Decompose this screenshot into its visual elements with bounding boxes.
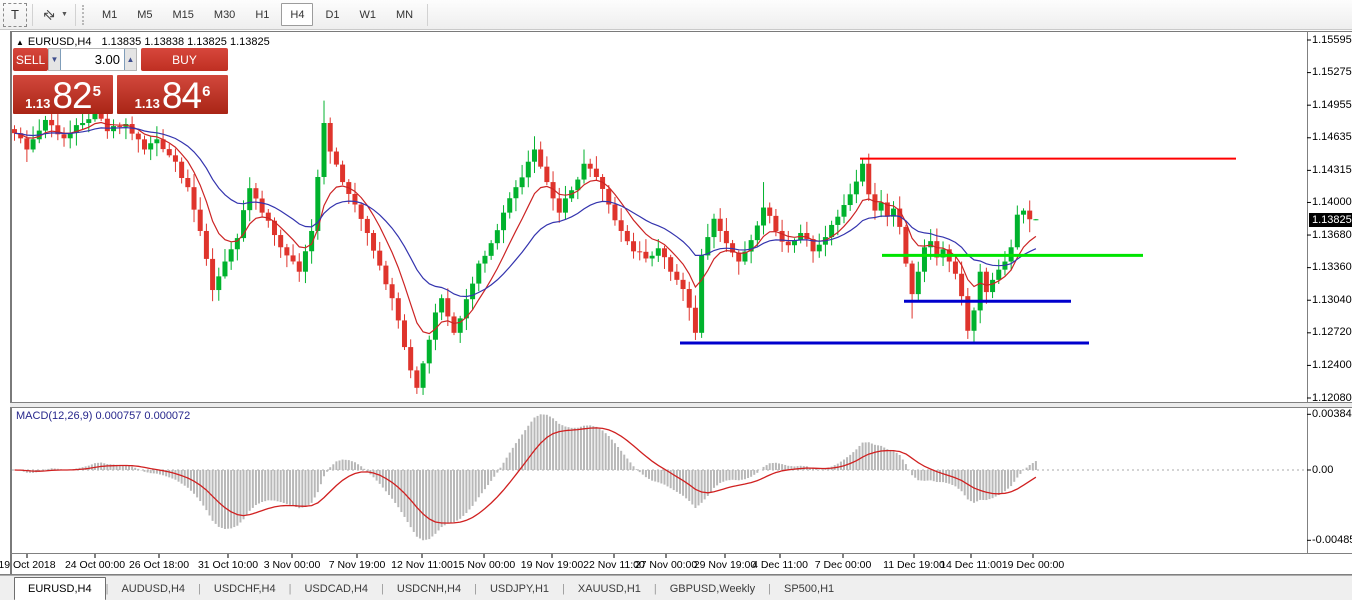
chart-tab-eurusd-h4[interactable]: EURUSD,H4 [14, 577, 106, 600]
time-tick-label: 15 Nov 00:00 [452, 559, 516, 571]
time-tick-label: 22 Nov 11:00 [583, 559, 645, 571]
tab-separator: | [381, 582, 384, 595]
toolbar-dropdown-caret-icon[interactable]: ▼ [61, 11, 68, 18]
toolbar-separator [427, 3, 429, 26]
macd-tick-label: 0.00 [1312, 463, 1334, 476]
chart-tab-bar: EURUSD,H4 | AUDUSD,H4 | USDCHF,H4 | USDCAD,H4 |… [0, 575, 1352, 600]
time-tick-label: 7 Dec 00:00 [814, 559, 872, 571]
price-tick-label: 1.15275 [1312, 66, 1352, 79]
bid-price-prefix: 1.13 [25, 96, 51, 111]
time-tick-label: 12 Nov 11:00 [391, 559, 453, 571]
price-tick-label: 1.13040 [1312, 293, 1352, 306]
tab-separator: | [768, 582, 771, 595]
timeframe-button-d1[interactable]: D1 [325, 8, 340, 21]
timeframe-button-mn[interactable]: MN [396, 8, 414, 21]
price-tick-label: 1.15595 [1312, 33, 1352, 46]
buy-button[interactable]: BUY [141, 48, 228, 71]
volume-input[interactable] [60, 49, 125, 70]
time-tick-label: 19 Dec 00:00 [1001, 559, 1065, 571]
sell-button[interactable]: SELL [13, 48, 48, 71]
tab-separator: | [105, 582, 109, 595]
price-tick-label: 1.13680 [1312, 228, 1352, 241]
chart-frame-lines [0, 31, 1352, 575]
chart-tab-usdcnh-h4[interactable]: USDCNH,H4 [396, 582, 462, 595]
time-tick-label: 24 Oct 00:00 [64, 559, 126, 571]
chart-title-symbol: EURUSD,H4 [27, 36, 92, 48]
volume-decrease-button[interactable]: ▼ [49, 49, 60, 70]
time-tick-label: 19 Oct 2018 [0, 559, 56, 571]
bid-price-pipette: 5 [92, 83, 101, 100]
time-tick-label: 3 Nov 00:00 [263, 559, 321, 571]
volume-spinner: ▼ ▲ [48, 48, 137, 71]
ask-price-big-digits: 84 [161, 75, 202, 116]
chart-tab-usdchf-h4[interactable]: USDCHF,H4 [213, 582, 276, 595]
timeframe-button-m15[interactable]: M15 [172, 8, 194, 21]
collapse-triangle-icon[interactable]: ▲ [16, 38, 24, 47]
top-toolbar: T ⇄ ▼ M1 M5 M15 M30 H1 H4 D1 W1 MN [0, 0, 1352, 30]
macd-tick-label: 0.003847 [1312, 407, 1352, 420]
price-tick-label: 1.14000 [1312, 195, 1352, 208]
macd-histogram [16, 414, 1037, 541]
bid-price-display[interactable]: 1.13 82 5 [13, 75, 113, 114]
chart-tab-xauusd-h1[interactable]: XAUUSD,H1 [577, 582, 641, 595]
time-tick-label: 27 Nov 00:00 [634, 559, 698, 571]
chart-tab-gbpusd-weekly[interactable]: GBPUSD,Weekly [669, 582, 756, 595]
bid-price-big-digits: 82 [52, 75, 92, 116]
toolbar-grip-handle[interactable] [81, 4, 87, 25]
time-tick-label: 29 Nov 19:00 [693, 559, 757, 571]
chart-tab-sp500-h1[interactable]: SP500,H1 [783, 582, 835, 595]
tab-separator: | [562, 582, 565, 595]
macd-tick-label: -0.004856 [1312, 533, 1352, 546]
chart-title-ohlc: 1.13835 1.13838 1.13825 1.13825 [101, 36, 270, 48]
time-tick-label: 26 Oct 18:00 [128, 559, 190, 571]
price-tick-label: 1.12080 [1312, 391, 1352, 404]
volume-increase-button[interactable]: ▲ [125, 49, 136, 70]
tab-separator: | [474, 582, 477, 595]
time-tick-label: 7 Nov 19:00 [328, 559, 386, 571]
ask-price-prefix: 1.13 [134, 96, 160, 111]
time-tick-label: 11 Dec 19:00 [883, 559, 945, 571]
timeframe-button-h1[interactable]: H1 [255, 8, 270, 21]
chart-tab-usdjpy-h1[interactable]: USDJPY,H1 [489, 582, 550, 595]
ma-slow-line [14, 126, 1037, 298]
time-tick-label: 4 Dec 11:00 [752, 559, 808, 571]
candles-layer [12, 100, 1039, 395]
timeframe-button-m5[interactable]: M5 [137, 8, 153, 21]
time-tick-label: 31 Oct 10:00 [197, 559, 259, 571]
price-tick-label: 1.12720 [1312, 326, 1352, 339]
ask-price-pipette: 6 [202, 83, 211, 100]
price-tick-label: 1.14635 [1312, 131, 1352, 144]
price-tick-label: 1.12400 [1312, 358, 1352, 371]
current-price-tag: 1.13825 [1309, 213, 1352, 228]
timeframe-button-group: M1 M5 M15 M30 H1 H4 D1 W1 MN [92, 3, 423, 26]
timeframe-button-m1[interactable]: M1 [101, 8, 118, 21]
chart-tab-audusd-h4[interactable]: AUDUSD,H4 [121, 582, 186, 595]
toolbar-separator [32, 3, 33, 26]
timeframe-button-h4[interactable]: H4 [281, 3, 314, 26]
tab-separator: | [198, 582, 201, 595]
timeframe-button-w1[interactable]: W1 [359, 8, 377, 21]
ma-fast-line [14, 121, 1037, 335]
time-tick-label: 14 Dec 11:00 [940, 559, 1002, 571]
macd-indicator-label: MACD(12,26,9) 0.000757 0.000072 [16, 410, 191, 422]
tab-separator: | [653, 582, 657, 595]
chart-title: ▲ EURUSD,H4 1.13835 1.13838 1.13825 1.1382… [16, 36, 270, 48]
time-tick-label: 19 Nov 19:00 [520, 559, 584, 571]
price-tick-label: 1.14955 [1312, 98, 1352, 111]
price-tick-label: 1.14315 [1312, 163, 1352, 176]
chart-tab-usdcad-h4[interactable]: USDCAD,H4 [304, 582, 369, 595]
tab-separator: | [288, 582, 292, 595]
toolbar-separator [74, 3, 76, 26]
timeframe-button-m30[interactable]: M30 [213, 8, 236, 21]
price-tick-label: 1.13360 [1312, 261, 1352, 274]
ask-price-display[interactable]: 1.13 84 6 [117, 75, 228, 114]
macd-signal-line [14, 427, 1037, 524]
text-tool-button[interactable]: T [3, 2, 27, 27]
